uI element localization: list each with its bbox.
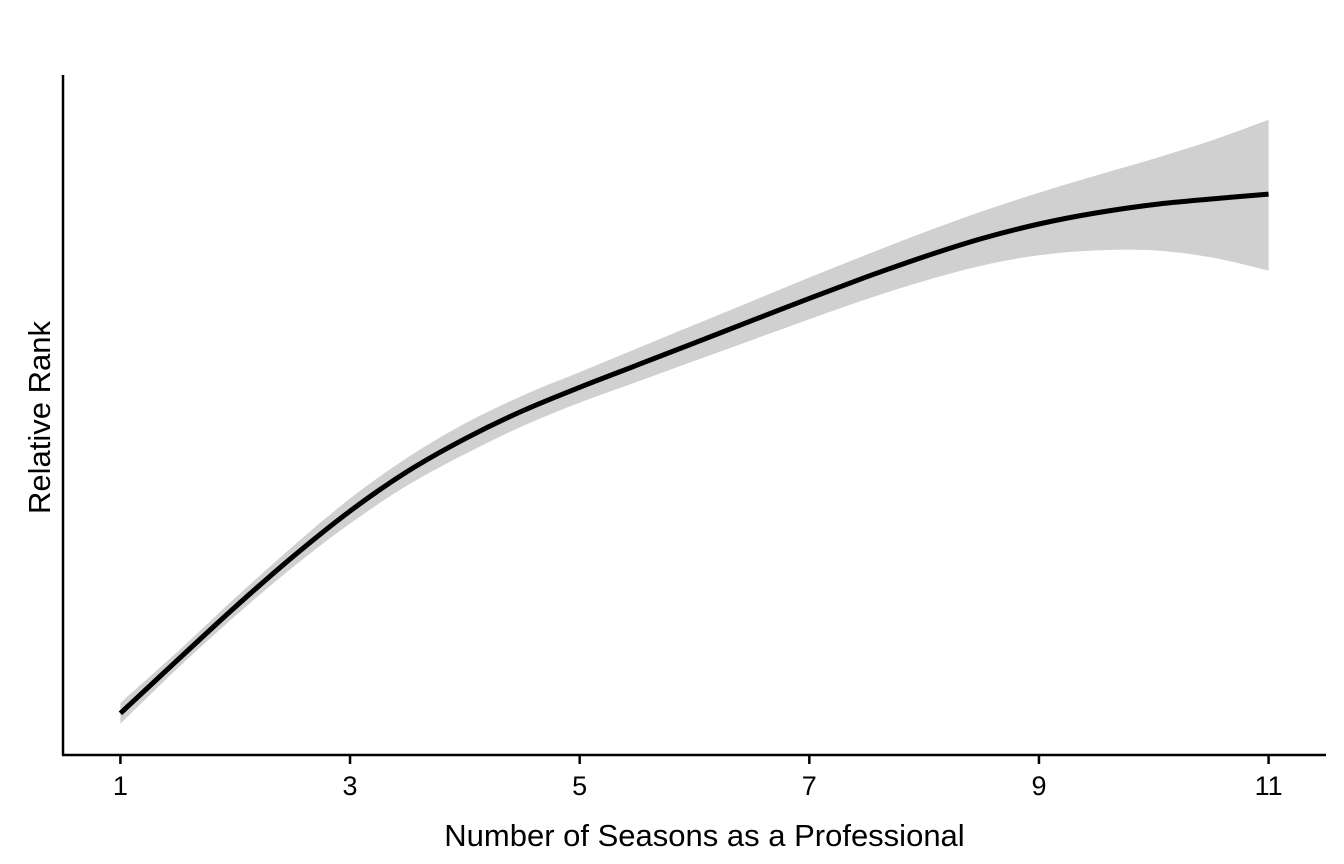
x-tick-label: 11 — [1255, 771, 1283, 801]
confidence-band-layer — [120, 119, 1269, 724]
x-tick-label: 3 — [343, 771, 358, 801]
x-tick-label: 5 — [572, 771, 587, 801]
trend-line — [118, 191, 1269, 716]
x-axis-title: Number of Seasons as a Professional — [444, 818, 964, 853]
y-axis-title: Relative Rank — [22, 321, 57, 514]
x-tick-label: 9 — [1031, 771, 1046, 801]
confidence-band — [120, 119, 1269, 724]
x-tick-label: 1 — [113, 771, 128, 801]
trend-line-layer — [118, 191, 1269, 716]
x-tick-label: 7 — [802, 771, 817, 801]
x-axis-ticks: 1 3 5 7 9 11 — [113, 755, 1283, 801]
